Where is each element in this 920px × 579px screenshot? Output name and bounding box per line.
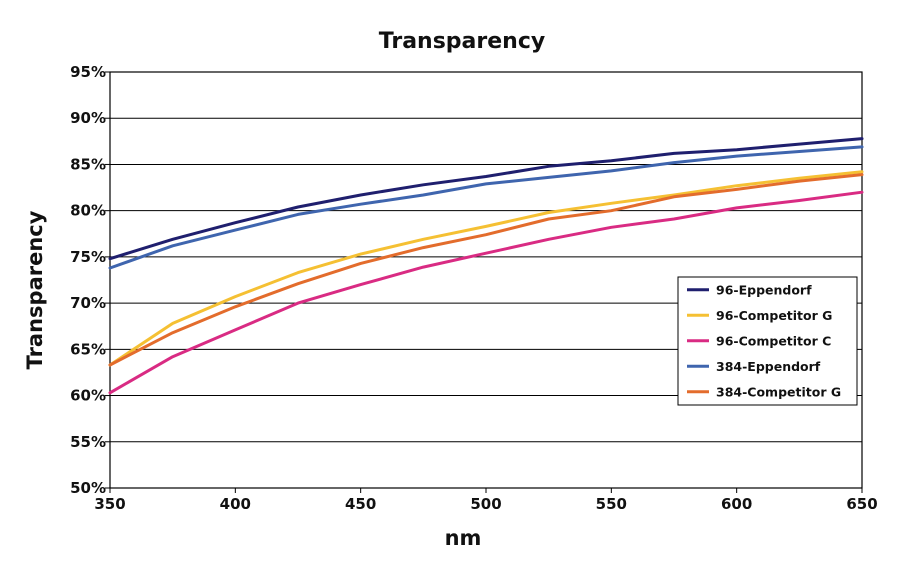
legend-label: 96-Eppendorf (716, 282, 812, 297)
series-line-384-eppendorf (108, 145, 864, 270)
legend-label: 96-Competitor G (716, 308, 832, 323)
x-tick-label: 350 (94, 495, 125, 513)
legend-label: 384-Competitor G (716, 384, 841, 399)
series-line-96-eppendorf (108, 137, 864, 261)
x-tick-label: 400 (220, 495, 251, 513)
y-tick-label: 60% (70, 387, 106, 405)
x-tick-label: 600 (721, 495, 752, 513)
y-tick-label: 80% (70, 202, 106, 220)
y-tick-label: 55% (70, 433, 106, 451)
series-line-384-competitor-g (108, 173, 864, 367)
x-axis-label: nm (445, 526, 482, 550)
series-line-96-competitor-c (108, 190, 864, 395)
x-tick-label: 650 (846, 495, 877, 513)
legend-label: 384-Eppendorf (716, 359, 821, 374)
series-lines (108, 137, 864, 395)
x-tick-label: 500 (470, 495, 501, 513)
chart-title: Transparency (379, 29, 545, 54)
legend-label: 96-Competitor C (716, 333, 831, 348)
y-axis-label: Transparency (23, 210, 47, 369)
y-tick-label: 50% (70, 479, 106, 497)
y-tick-label: 75% (70, 248, 106, 266)
x-tick-label: 550 (596, 495, 627, 513)
plot-frame (109, 71, 863, 489)
axis-ticks: 50% 55% 60% 65% 70% 75% 80% 85% 90% 95% 350 400 450 5… (70, 63, 878, 513)
y-tick-label: 95% (70, 63, 106, 81)
x-tick-label: 450 (345, 495, 376, 513)
y-tick-label: 65% (70, 340, 106, 358)
series-line-96-competitor-g (108, 170, 864, 367)
y-tick-label: 70% (70, 294, 106, 312)
y-tick-label: 90% (70, 109, 106, 127)
y-tick-label: 85% (70, 155, 106, 173)
legend: 96-Eppendorf 96-Competitor G 96-Competitor… (677, 276, 858, 406)
